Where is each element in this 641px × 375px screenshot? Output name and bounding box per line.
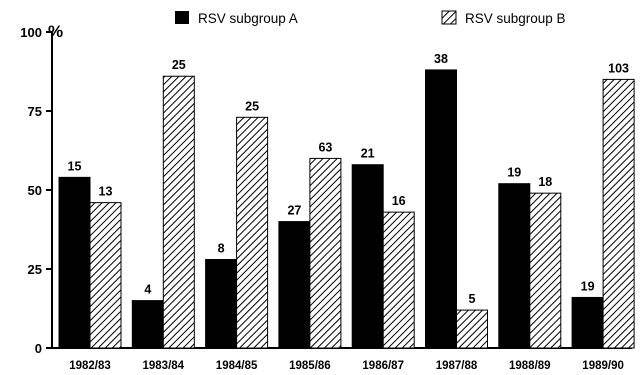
- x-tick-label-3: 1985/86: [289, 360, 331, 372]
- bar-subgroup-a-4: [351, 164, 384, 349]
- bar-label-subgroup-b-2: 25: [245, 99, 259, 113]
- legend: RSV subgroup A RSV subgroup B: [175, 10, 566, 26]
- x-tick-label-2: 1984/85: [216, 360, 258, 372]
- x-tick-label-7: 1989/90: [582, 360, 624, 372]
- bar-label-subgroup-b-3: 63: [318, 140, 332, 154]
- bar-subgroup-b-6: [529, 192, 562, 349]
- bar-label-subgroup-a-5: 38: [434, 52, 448, 66]
- bar-label-subgroup-a-4: 21: [361, 147, 375, 161]
- bar-label-subgroup-b-7: 103: [608, 61, 629, 75]
- bar-label-subgroup-b-6: 18: [538, 175, 552, 189]
- bar-label-subgroup-a-1: 4: [144, 283, 151, 297]
- bar-label-subgroup-a-0: 15: [68, 159, 82, 173]
- legend-label-subgroup-b: RSV subgroup B: [465, 11, 566, 26]
- bar-label-subgroup-a-2: 8: [218, 242, 225, 256]
- y-tick-label-1: 25: [28, 262, 42, 277]
- legend-swatch-subgroup-a: [175, 11, 189, 24]
- x-axis-tick-labels: 1982/83 1983/84 1984/85 1985/86 1986/87 1987/…: [69, 360, 624, 372]
- y-tick-label-0: 0: [35, 341, 42, 356]
- bar-subgroup-b-2: [236, 116, 269, 349]
- bar-subgroup-b-4: [382, 211, 415, 349]
- y-tick-label-4: 100: [20, 25, 42, 40]
- legend-swatch-subgroup-b: [441, 10, 457, 25]
- x-tick-label-6: 1988/89: [509, 360, 551, 372]
- bar-subgroup-b-3: [309, 157, 342, 349]
- bar-subgroup-a-3: [278, 221, 311, 349]
- legend-item-subgroup-b: RSV subgroup B: [441, 10, 566, 26]
- bar-subgroup-b-1: [162, 75, 195, 349]
- bars: [58, 69, 635, 349]
- bar-subgroup-a-0: [58, 176, 91, 349]
- bar-subgroup-b-5: [456, 309, 488, 349]
- legend-item-subgroup-a: RSV subgroup A: [175, 11, 298, 26]
- x-tick-label-0: 1982/83: [69, 360, 111, 372]
- x-tick-label-5: 1987/88: [436, 360, 478, 372]
- legend-label-subgroup-a: RSV subgroup A: [198, 11, 298, 26]
- bar-subgroup-a-6: [498, 183, 531, 349]
- bar-label-subgroup-b-5: 5: [469, 292, 476, 306]
- x-tick-label-1: 1983/84: [143, 360, 185, 372]
- bar-subgroup-a-5: [425, 69, 457, 349]
- y-tick-label-3: 75: [28, 104, 42, 119]
- x-tick-label-4: 1986/87: [362, 360, 404, 372]
- bar-label-subgroup-a-6: 19: [507, 166, 521, 180]
- bar-label-subgroup-b-0: 13: [99, 185, 113, 199]
- bar-label-subgroup-b-4: 16: [392, 194, 406, 208]
- y-axis-ticks: 0 25 50 75 100: [20, 25, 52, 356]
- bar-label-subgroup-b-1: 25: [172, 58, 186, 72]
- y-tick-label-2: 50: [28, 183, 42, 198]
- bar-label-subgroup-a-7: 19: [581, 279, 595, 293]
- bar-subgroup-a-7: [571, 296, 604, 349]
- bar-subgroup-a-1: [131, 300, 164, 349]
- bar-subgroup-b-0: [89, 202, 122, 349]
- bar-label-subgroup-a-3: 27: [287, 204, 301, 218]
- bar-subgroup-a-2: [205, 259, 238, 349]
- bar-subgroup-b-7: [602, 78, 635, 349]
- bar-value-labels: 15 13 4 25 8 25 27 63 21 16 38 5 19 18 19 103: [68, 52, 630, 306]
